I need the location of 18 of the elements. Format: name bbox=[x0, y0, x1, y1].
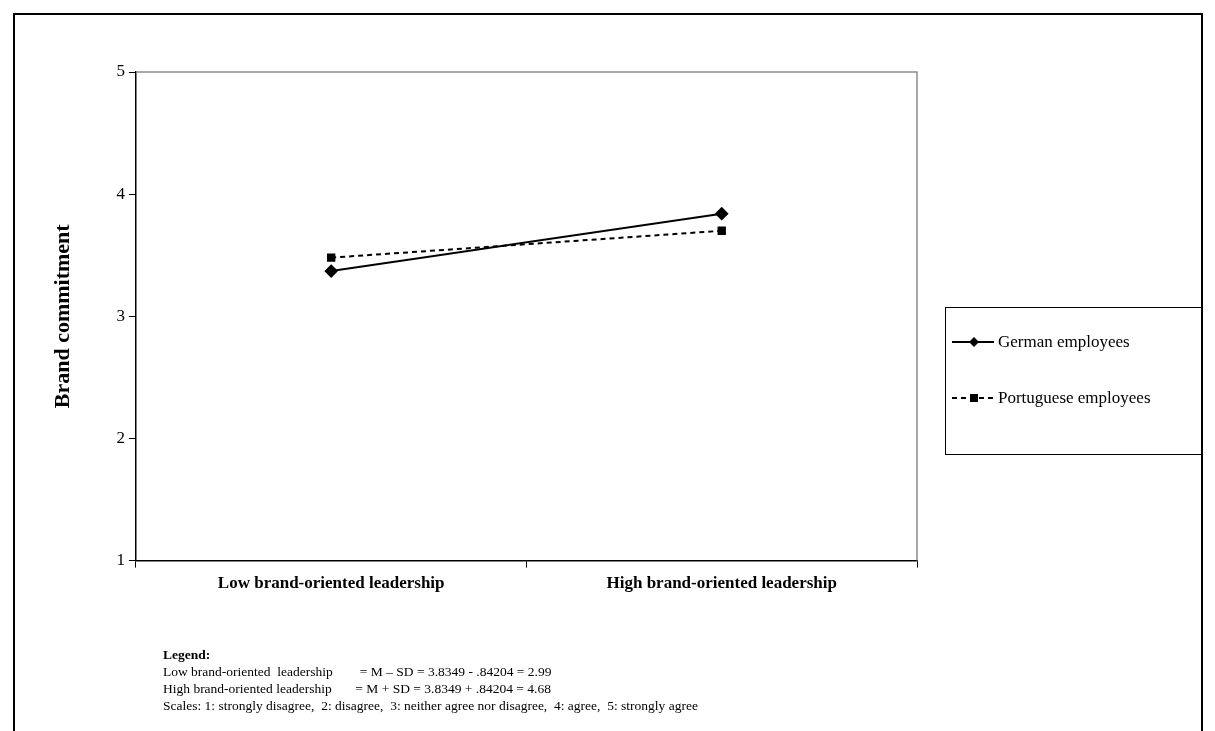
point bbox=[326, 253, 336, 262]
y-axis-title: Brand commitment bbox=[48, 223, 74, 409]
y-tick-label: 2 bbox=[116, 427, 125, 447]
y-tick-label: 5 bbox=[116, 61, 125, 81]
y-tick-label: 1 bbox=[116, 550, 125, 570]
text: Legend: bbox=[163, 646, 212, 663]
text: Scales: 1: strongly disagree, 2: disagree, 3: neither agree nor disagree, 4: agree, 5: strongly agree bbox=[163, 697, 698, 714]
y-tick-label: 4 bbox=[116, 183, 126, 203]
point bbox=[715, 207, 729, 221]
point bbox=[324, 264, 338, 278]
y-tick-label: 3 bbox=[116, 305, 125, 325]
text: High brand-oriented leadership = M + SD = 3.8349 + .84204 = 4.68 bbox=[163, 680, 552, 697]
x-tick-label: High brand-oriented leadership bbox=[606, 573, 837, 593]
legend-label: Portuguese employees bbox=[998, 388, 1151, 408]
legend-label: German employees bbox=[998, 332, 1130, 352]
point bbox=[717, 226, 726, 235]
text: Low brand-oriented leadership = M – SD = 3.8349 - .84204 = 2.99 bbox=[163, 663, 553, 680]
x-tick-label: Low brand-oriented leadership bbox=[217, 573, 445, 593]
